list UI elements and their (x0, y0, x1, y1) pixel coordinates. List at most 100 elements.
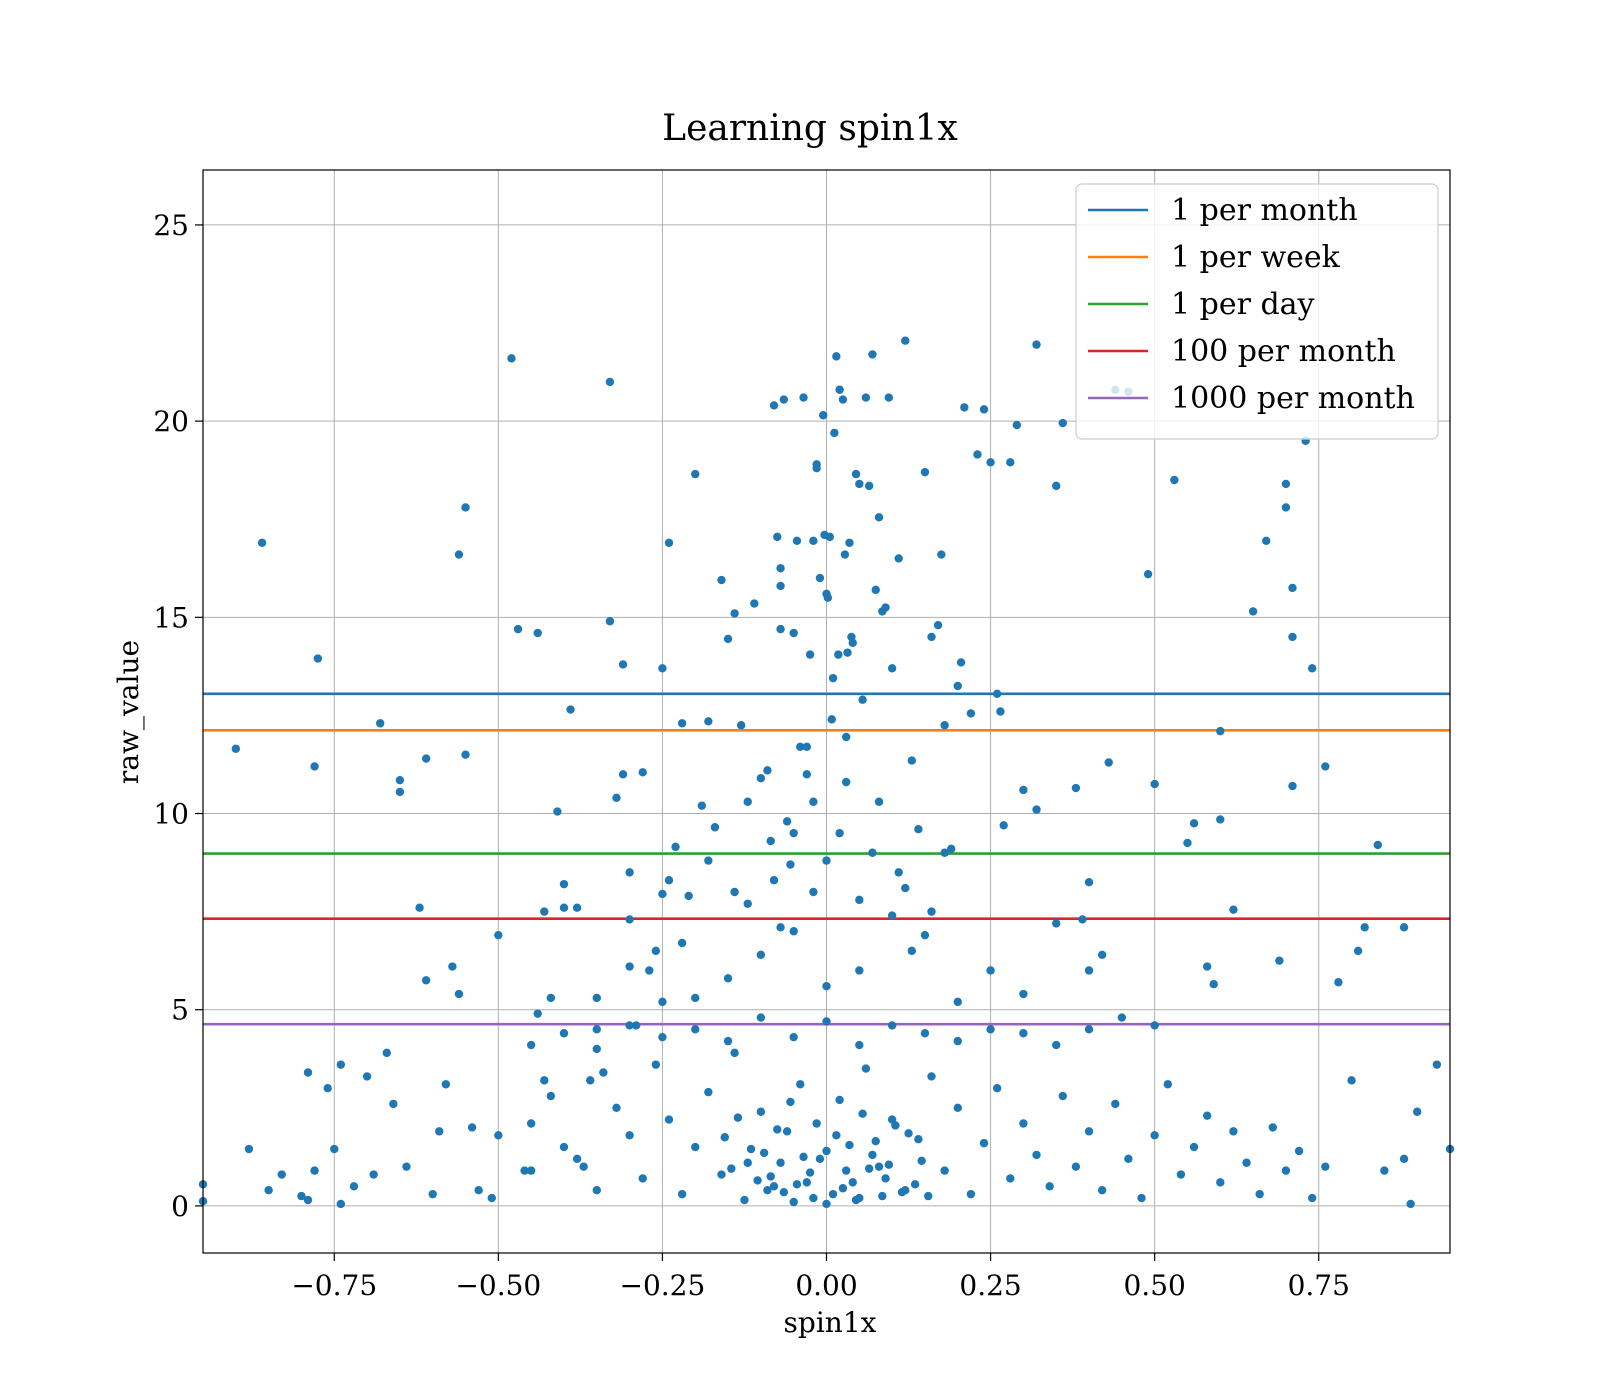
x-tick-label: 0.25 (959, 1269, 1021, 1302)
x-tick-label: 0.00 (795, 1269, 857, 1302)
data-point (884, 1160, 894, 1169)
legend-label: 1 per month (1171, 193, 1358, 228)
data-point (786, 1097, 795, 1107)
data-point (1399, 923, 1409, 932)
data-point (782, 1127, 792, 1136)
data-point (494, 1131, 503, 1140)
data-point (805, 1168, 815, 1177)
x-axis-label: spin1x (784, 1306, 877, 1339)
data-point (792, 1180, 802, 1189)
data-point (1216, 1178, 1225, 1187)
data-point (953, 681, 962, 691)
data-point (658, 889, 667, 899)
data-point (664, 538, 674, 547)
data-point (864, 481, 874, 491)
data-point (664, 876, 674, 885)
data-point (395, 775, 405, 785)
data-point (618, 770, 628, 779)
data-point (1255, 1189, 1264, 1199)
data-point (1032, 340, 1041, 349)
data-point (828, 1189, 838, 1199)
data-point (802, 742, 812, 752)
data-point (868, 350, 877, 359)
data-point (1058, 1091, 1067, 1101)
data-point (625, 1131, 634, 1140)
data-point (1071, 783, 1081, 793)
data-point (1242, 1158, 1251, 1167)
data-point (855, 966, 864, 975)
data-point (874, 513, 884, 522)
data-point (782, 817, 792, 826)
data-point (776, 564, 785, 573)
data-point (841, 777, 851, 787)
data-point (979, 405, 989, 414)
data-point (1052, 481, 1061, 491)
x-tick-label: 0.50 (1123, 1269, 1185, 1302)
data-point (769, 1182, 779, 1191)
data-point (960, 403, 969, 412)
data-point (986, 458, 995, 467)
data-point (1071, 1162, 1081, 1171)
data-point (861, 1064, 871, 1073)
legend-label: 1000 per month (1171, 381, 1415, 416)
data-point (1399, 1154, 1409, 1164)
data-point (599, 1068, 608, 1077)
data-point (1032, 1150, 1041, 1160)
data-point (1288, 632, 1297, 642)
data-point (382, 1048, 391, 1058)
data-point (559, 1029, 569, 1038)
data-point (838, 1184, 848, 1193)
data-point (1275, 956, 1284, 965)
data-point (1006, 1174, 1015, 1183)
data-point (349, 1182, 359, 1191)
data-point (645, 966, 654, 975)
y-tick-label: 15 (153, 601, 189, 634)
data-point (336, 1060, 346, 1069)
data-point (822, 981, 831, 991)
data-point (540, 1076, 549, 1085)
data-point (789, 828, 798, 838)
data-point (933, 620, 943, 630)
data-point (1019, 989, 1028, 999)
data-point (796, 742, 805, 752)
data-point (940, 721, 949, 730)
data-point (1097, 1186, 1107, 1195)
data-point (625, 1021, 634, 1030)
data-point (277, 1170, 286, 1179)
data-point (874, 1162, 884, 1171)
data-point (389, 1099, 398, 1109)
data-point (830, 428, 839, 438)
data-point (786, 860, 795, 869)
data-point (1084, 1127, 1094, 1136)
data-point (1229, 905, 1238, 914)
data-point (910, 1180, 920, 1189)
data-point (799, 1152, 808, 1162)
data-point (812, 1119, 821, 1128)
data-point (704, 717, 713, 726)
data-point (1202, 962, 1212, 971)
data-point (779, 395, 789, 404)
data-point (448, 962, 457, 971)
data-point (402, 1162, 411, 1171)
data-point (677, 1189, 687, 1199)
data-point (904, 1129, 913, 1138)
data-point (756, 1013, 766, 1022)
data-point (723, 974, 733, 983)
data-point (881, 1174, 890, 1183)
grid (203, 170, 1450, 1253)
data-point (1189, 1142, 1199, 1152)
data-point (845, 1140, 854, 1150)
data-point (533, 628, 542, 638)
data-point (789, 927, 798, 936)
data-point (592, 1044, 601, 1054)
data-point (717, 1170, 726, 1179)
data-point (264, 1186, 273, 1195)
data-point (526, 1040, 536, 1050)
data-point (586, 1076, 595, 1085)
data-point (1058, 418, 1067, 428)
data-point (559, 1142, 569, 1152)
data-point (815, 573, 825, 583)
data-point (756, 1107, 766, 1116)
data-point (1248, 607, 1258, 616)
data-point (1019, 785, 1028, 795)
